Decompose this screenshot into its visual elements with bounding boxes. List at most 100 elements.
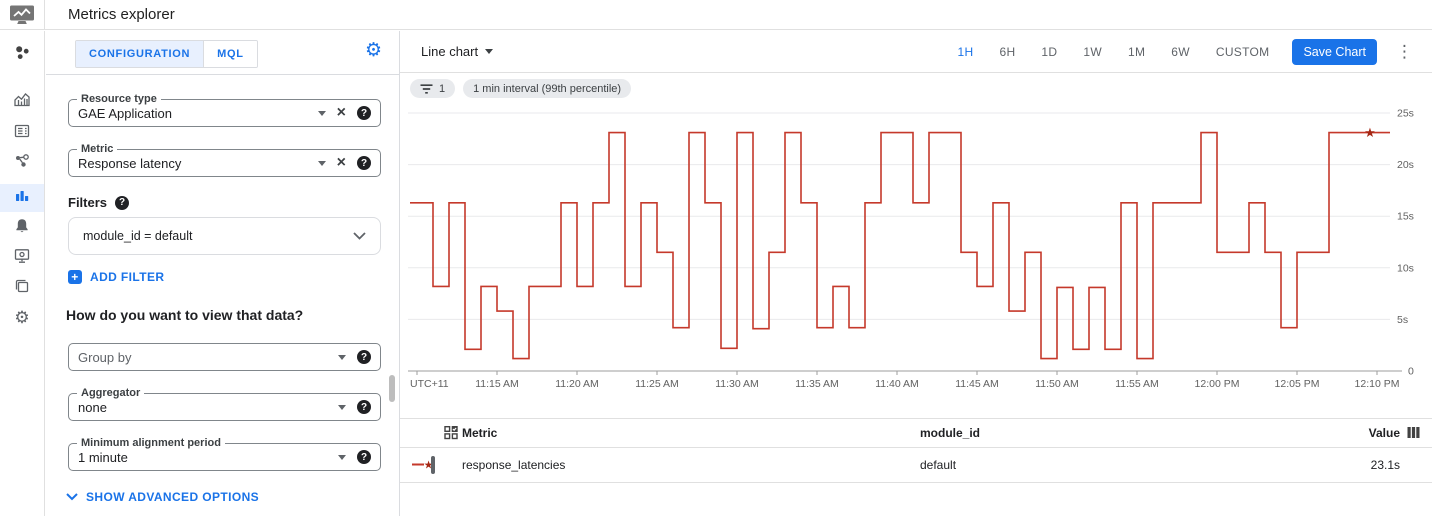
rail-item-alerting[interactable] — [0, 214, 44, 242]
config-scrollbar-thumb[interactable] — [389, 375, 395, 402]
help-icon[interactable]: ? — [357, 450, 371, 464]
filter-chip-module-id[interactable]: module_id = default — [68, 217, 381, 255]
current-value-star-marker: ★ — [1364, 126, 1376, 141]
filters-label-text: Filters — [68, 195, 108, 210]
latency-step-line-chart[interactable]: 25s 20s 15s 10s 5s 0 UTC+11 11:15 AM 11:20 AM 11:… — [400, 100, 1432, 405]
dropdown-caret-icon[interactable] — [338, 354, 346, 360]
monitor-chart-icon — [10, 5, 34, 24]
rail-item-uptime-checks[interactable] — [0, 244, 44, 272]
chart-toolbar: Line chart 1H 6H 1D 1W 1M 6W CUSTOM Save Chart… — [400, 31, 1432, 73]
gear-icon: ⚙ — [14, 307, 30, 327]
rail-item-dashboards[interactable] — [0, 119, 44, 147]
clear-icon[interactable]: × — [336, 104, 346, 121]
time-range-6w[interactable]: 6W — [1171, 44, 1190, 59]
time-range-1d[interactable]: 1D — [1041, 44, 1058, 59]
dropdown-caret-icon[interactable] — [317, 160, 326, 166]
monitoring-logo-icon[interactable] — [0, 0, 45, 30]
chart-type-dropdown[interactable]: Line chart — [421, 44, 494, 59]
x-tick-label: 11:30 AM — [715, 378, 759, 390]
time-range-1w[interactable]: 1W — [1083, 44, 1102, 59]
metrics-icon — [13, 91, 31, 114]
chip-label: 1 min interval (99th percentile) — [473, 82, 622, 95]
table-row[interactable]: ★ response_latencies default 23.1s — [400, 448, 1432, 483]
metric-value: Response latency — [78, 155, 182, 171]
filter-count-chip[interactable]: 1 — [410, 79, 456, 98]
add-filter-button[interactable]: + ADD FILTER — [68, 270, 164, 284]
metric-label: Metric — [77, 143, 118, 155]
header-module-id[interactable]: module_id — [920, 426, 981, 440]
x-tick-label: 12:00 PM — [1195, 378, 1240, 390]
rail-item-services[interactable] — [0, 149, 44, 177]
metric-field[interactable]: Metric Response latency × ? — [68, 143, 381, 177]
x-tick-label: 11:50 AM — [1035, 378, 1079, 390]
table-header-row: Metric module_id Value — [400, 418, 1432, 448]
help-icon[interactable]: ? — [357, 106, 371, 120]
metrics-table: Metric module_id Value ★ response_latenci… — [400, 418, 1432, 483]
x-tick-label: 11:15 AM — [475, 378, 519, 390]
time-range-1m[interactable]: 1M — [1127, 44, 1146, 59]
y-tick-label: 25s — [1397, 108, 1414, 120]
tab-mql[interactable]: MQL — [203, 41, 257, 67]
time-range-1h[interactable]: 1H — [957, 44, 974, 59]
x-tick-label: 11:25 AM — [635, 378, 679, 390]
row-checkbox[interactable] — [431, 456, 435, 474]
rail-item-metrics-explorer[interactable] — [0, 184, 44, 212]
bell-icon — [13, 217, 31, 240]
dropdown-caret-icon[interactable] — [317, 110, 326, 116]
rail-item-overview[interactable] — [0, 41, 44, 69]
help-icon[interactable]: ? — [357, 400, 371, 414]
time-range-6h[interactable]: 6H — [999, 44, 1016, 59]
app-header: Metrics explorer — [0, 0, 1432, 30]
aggregator-field[interactable]: Aggregator none ? — [68, 387, 381, 421]
rail-item-metrics[interactable] — [0, 88, 44, 116]
rail-item-settings[interactable]: ⚙ — [0, 304, 44, 332]
column-selector-icon[interactable] — [1407, 426, 1420, 440]
explorer-icon — [13, 187, 31, 210]
aggregator-value: none — [78, 399, 107, 415]
help-icon[interactable]: ? — [115, 195, 130, 210]
groups-icon — [13, 277, 31, 300]
min-alignment-field[interactable]: Minimum alignment period 1 minute ? — [68, 437, 381, 471]
dash-icon — [13, 122, 31, 145]
filter-list-icon — [420, 83, 433, 94]
x-tick-label: 12:05 PM — [1275, 378, 1320, 390]
more-options-kebab-icon[interactable]: ⋮ — [1396, 41, 1413, 61]
help-icon[interactable]: ? — [357, 350, 371, 364]
tab-configuration[interactable]: CONFIGURATION — [76, 41, 204, 67]
show-advanced-options-button[interactable]: SHOW ADVANCED OPTIONS — [66, 490, 259, 504]
metric-grid-check-icon[interactable] — [444, 425, 458, 441]
rail-item-groups[interactable] — [0, 274, 44, 302]
toolbar-right-group: 1H 6H 1D 1W 1M 6W CUSTOM Save Chart ⋮ — [945, 38, 1418, 65]
y-tick-label: 5s — [1397, 314, 1408, 326]
save-chart-button[interactable]: Save Chart — [1292, 38, 1377, 65]
chart-chips-row: 1 1 min interval (99th percentile) — [410, 79, 632, 98]
plus-icon: + — [68, 270, 82, 284]
config-settings-gear-icon[interactable]: ⚙ — [364, 40, 382, 61]
dropdown-caret-icon[interactable] — [338, 404, 346, 410]
help-icon[interactable]: ? — [357, 156, 371, 170]
header-metric[interactable]: Metric — [462, 426, 498, 440]
chevron-down-icon — [353, 232, 366, 240]
cell-module-id: default — [920, 458, 957, 472]
min-alignment-label: Minimum alignment period — [77, 437, 225, 449]
interval-chip[interactable]: 1 min interval (99th percentile) — [463, 79, 632, 98]
series-legend-icon: ★ — [412, 458, 434, 472]
resource-type-field[interactable]: Resource type GAE Application × ? — [68, 93, 381, 127]
group-by-field[interactable]: Group by ? — [68, 343, 381, 371]
x-tick-label: 11:35 AM — [795, 378, 839, 390]
apps-icon — [12, 43, 32, 68]
left-rail: ⚙ — [0, 31, 45, 516]
svg-text:★: ★ — [424, 459, 434, 472]
clear-icon[interactable]: × — [336, 154, 346, 171]
grid-check-glyph — [444, 426, 458, 440]
dropdown-caret-icon[interactable] — [338, 454, 346, 460]
time-range-custom[interactable]: CUSTOM — [1215, 44, 1270, 59]
filters-section-label: Filters ? — [68, 195, 130, 210]
cell-metric: response_latencies — [462, 458, 566, 472]
header-value[interactable]: Value — [1368, 426, 1400, 440]
cell-value: 23.1s — [1370, 458, 1400, 472]
filter-chip-text: module_id = default — [83, 229, 193, 243]
latency-series-line — [410, 131, 1390, 360]
services-icon — [13, 152, 31, 175]
resource-type-label: Resource type — [77, 93, 161, 105]
